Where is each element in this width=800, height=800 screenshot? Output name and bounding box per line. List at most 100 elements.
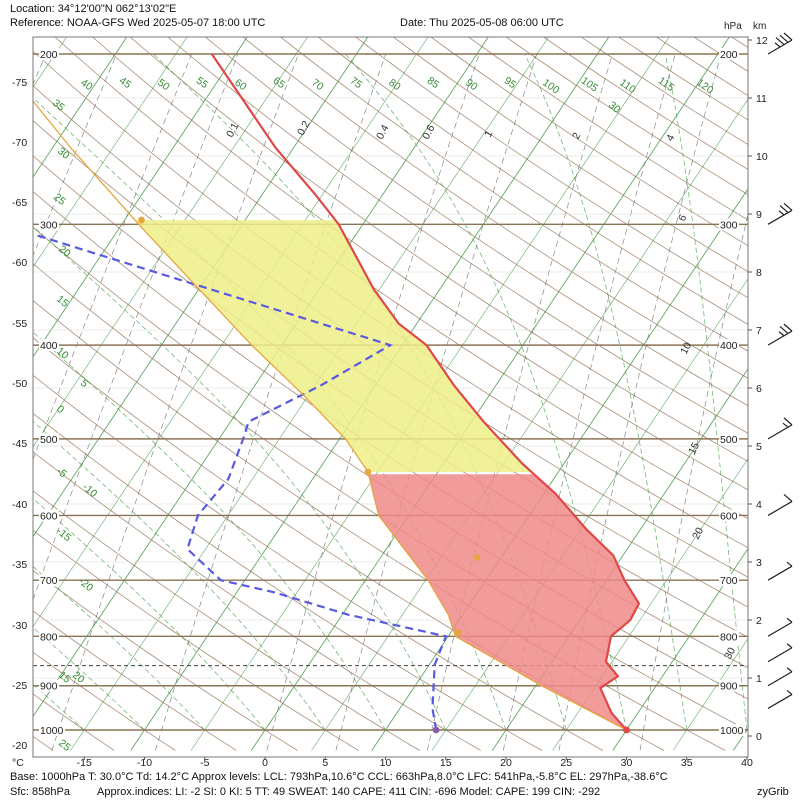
x-tick-label: 25 xyxy=(560,757,572,769)
pressure-label-left: 1000 xyxy=(40,725,64,737)
pressure-label-bg xyxy=(719,574,739,587)
plot-area xyxy=(33,10,800,757)
dry-adiabat-line xyxy=(91,37,748,491)
pressure-label-bg xyxy=(719,432,739,445)
dry-adiabat-line xyxy=(355,37,748,299)
date-label: Date: Thu 2025-05-08 06:00 UTC xyxy=(400,17,564,29)
pressure-label-bg xyxy=(719,218,739,231)
moist-adiabat-line xyxy=(664,53,748,731)
region-cape xyxy=(134,220,532,472)
left-temp-label: -65 xyxy=(12,197,27,209)
mixing-ratio-label: 15 xyxy=(686,440,702,456)
location-label: Location: 34°12'00"N 062°13'02"E xyxy=(10,3,177,15)
isotherm-line xyxy=(250,37,730,751)
wind-barb xyxy=(767,493,793,516)
km-tick-label: 10 xyxy=(756,151,768,163)
pressure-label-bg xyxy=(39,630,59,643)
left-temp-label: -75 xyxy=(12,77,27,89)
pressure-label-bg xyxy=(719,679,739,692)
left-temp-label: -20 xyxy=(12,740,27,752)
moist-adiabat-line xyxy=(33,420,326,731)
right-unit-hpa: hPa xyxy=(724,21,742,32)
dry-adiabat-line xyxy=(33,412,543,751)
pressure-label-left: 200 xyxy=(40,49,58,61)
pressure-label-bg xyxy=(719,339,739,352)
left-temp-label: -45 xyxy=(12,438,27,450)
mixing-ratio-label: 4 xyxy=(664,132,677,143)
dry-adiabat-line xyxy=(33,529,359,751)
mixing-ratio-line xyxy=(51,53,299,751)
wind-barb xyxy=(767,561,793,581)
pressure-label-bg xyxy=(39,679,59,692)
dry-adiabat-line xyxy=(763,10,800,751)
mixing-ratio-line xyxy=(639,212,748,751)
pressure-label-right: 400 xyxy=(720,340,738,352)
km-tick-label: 1 xyxy=(756,673,762,685)
moist-adiabat-line xyxy=(33,565,206,731)
isotherm-line xyxy=(33,37,128,178)
isotherm-line xyxy=(311,98,748,751)
wind-barb xyxy=(767,643,793,663)
series-line-temperature xyxy=(210,53,641,731)
series-line-dew-point xyxy=(33,232,448,731)
isotherm-line xyxy=(33,37,248,358)
km-tick-label: 12 xyxy=(756,35,768,47)
km-tick-label: 4 xyxy=(756,499,762,511)
x-tick-label: 30 xyxy=(621,757,633,769)
dry-adiabat-line xyxy=(392,37,748,273)
pressure-label-left: 300 xyxy=(40,219,58,231)
dry-adiabat-line xyxy=(204,37,748,407)
isotherm-line xyxy=(612,547,748,751)
footer-indices: Approx.indices: LI: -2 SI: 0 KI: 5 TT: 4… xyxy=(97,786,601,798)
km-tick-label: 5 xyxy=(756,441,762,453)
mixing-ratio-label: 10 xyxy=(678,340,694,356)
km-tick-label: 8 xyxy=(756,267,762,279)
mixing-ratio-line xyxy=(33,53,192,461)
pressure-label-bg xyxy=(719,509,739,522)
x-tick-label: 10 xyxy=(380,757,392,769)
pressure-label-bg xyxy=(39,339,59,352)
dry-adiabat-line xyxy=(33,451,482,751)
left-temp-label: -30 xyxy=(12,620,27,632)
isotherm-line xyxy=(794,10,800,751)
wind-barb xyxy=(767,32,793,55)
km-tick-label: 3 xyxy=(756,557,762,569)
pressure-label-right: 1000 xyxy=(720,725,744,737)
footer-line1: Base: 1000hPa T: 30.0°C Td: 14.2°C Appro… xyxy=(10,771,668,783)
dry-adiabat-line xyxy=(129,37,748,462)
pressure-label-left: 400 xyxy=(40,340,58,352)
pressure-label-right: 300 xyxy=(720,219,738,231)
wind-barb xyxy=(767,323,793,346)
pressure-label-right: 600 xyxy=(720,510,738,522)
pressure-label-left: 500 xyxy=(40,434,58,446)
level-marker xyxy=(138,216,145,224)
dry-adiabat-line xyxy=(33,490,420,751)
dry-adiabat-line xyxy=(317,37,748,325)
level-marker xyxy=(454,629,462,636)
x-tick-label: 15 xyxy=(440,757,452,769)
x-axis-label: °C xyxy=(12,757,24,769)
isotherm-line xyxy=(552,458,748,751)
isotherm-line xyxy=(33,37,308,448)
dry-adiabat-line xyxy=(33,374,604,751)
x-tick-label: -15 xyxy=(77,757,92,769)
plot-frame xyxy=(32,36,749,758)
left-temp-label: -50 xyxy=(12,378,27,390)
km-tick-label: 0 xyxy=(756,731,762,743)
x-tick-label: 0 xyxy=(262,757,268,769)
dry-adiabat-line xyxy=(33,610,237,751)
wind-barb xyxy=(767,202,793,225)
dry-adiabat-line xyxy=(33,651,176,751)
right-unit-km: km xyxy=(753,21,766,32)
pressure-label-left: 600 xyxy=(40,510,58,522)
x-tick-label: 35 xyxy=(681,757,693,769)
reference-label: Reference: NOAA-GFS Wed 2025-05-07 18:00… xyxy=(10,17,266,29)
isotherm-line xyxy=(33,37,369,538)
pressure-label-bg xyxy=(719,630,739,643)
dry-adiabat-line xyxy=(279,37,748,352)
mixing-ratio-line xyxy=(33,53,239,601)
pressure-label-bg xyxy=(39,509,59,522)
x-tick-label: 40 xyxy=(741,757,753,769)
x-tick-label: -10 xyxy=(137,757,152,769)
pressure-label-bg xyxy=(39,48,59,60)
